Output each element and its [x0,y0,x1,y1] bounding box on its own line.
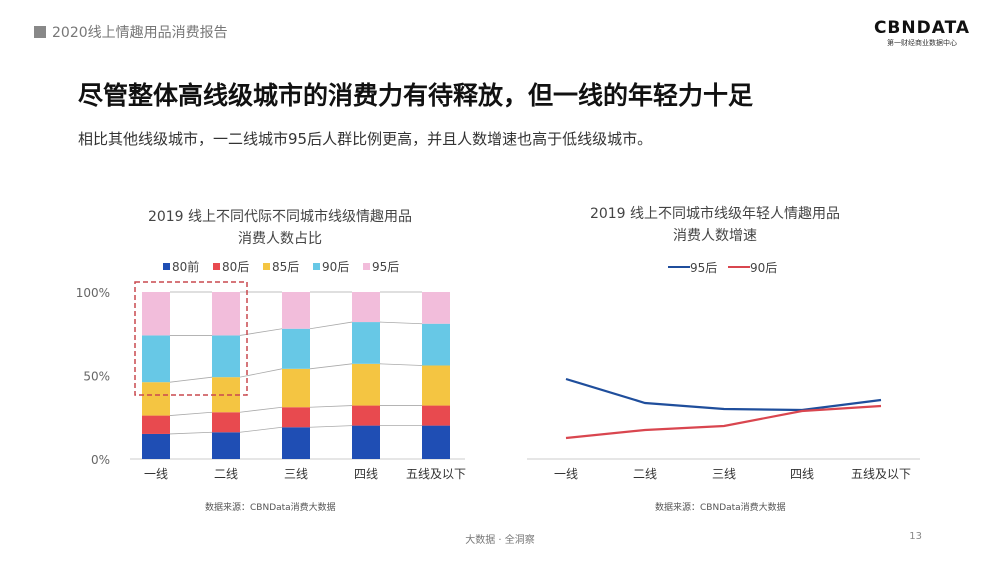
legend-label: 80前 [172,259,199,274]
x-tick-label: 四线 [354,467,378,481]
legend-swatch [263,263,270,270]
bar-segment-80后 [352,405,380,426]
logo: CBNDATA 第一财经商业数据中心 [874,18,970,48]
y-tick-label: 50% [83,370,110,384]
page-number: 13 [909,531,922,542]
connector-line [309,425,353,428]
report-header: 2020线上情趣用品消费报告 [34,22,228,42]
bar-segment-80后 [282,407,310,428]
left-source: 数据来源：CBNData消费大数据 [205,503,336,513]
bar-segment-80前 [142,433,170,459]
bar-segment-90后 [142,335,170,383]
bar-segment-80后 [422,405,450,426]
legend-label: 95后 [372,260,399,274]
x-tick-label: 五线及以下 [406,467,466,481]
connector-line [169,431,213,435]
highlight-box [134,281,248,396]
legend-label: 85后 [272,260,299,274]
bar-segment-80后 [142,415,170,434]
y-tick-label: 0% [91,453,110,467]
line-95后 [565,377,882,412]
x-tick-label: 二线 [214,467,238,481]
bar-segment-80前 [212,432,240,459]
legend-label: 95后 [690,261,717,275]
bar-segment-95后 [422,292,450,324]
title-line: 消费人数增速 [673,228,757,244]
legend-swatch [163,263,170,270]
bar-segment-90后 [282,328,310,369]
title-line: 消费人数占比 [238,231,322,247]
connector-line [379,363,423,366]
x-tick-label: 一线 [554,467,578,481]
bar-segment-95后 [142,292,170,336]
bar-segment-80前 [422,425,450,459]
connector-line [379,321,423,325]
bar-segment-80前 [282,427,310,459]
right-source: 数据来源：CBNData消费大数据 [655,503,786,513]
connector-line [309,363,353,370]
connector-line [239,426,283,433]
footer-text: 大数据 · 全洞察 [465,535,535,546]
left-chart-title: 2019 线上不同代际不同城市线级情趣用品 消费人数占比 [110,206,450,250]
bar-segment-85后 [352,363,380,406]
x-tick-label: 一线 [144,467,168,481]
right-chart-title: 2019 线上不同城市线级年轻人情趣用品 消费人数增速 [545,203,885,247]
bar-segment-95后 [282,292,310,329]
x-tick-label: 三线 [284,467,308,481]
x-tick-label: 四线 [790,467,814,481]
title-line: 2019 线上不同城市线级年轻人情趣用品 [589,206,841,222]
legend-label: 90后 [322,260,349,274]
x-tick-label: 五线及以下 [851,467,911,481]
bar-segment-95后 [212,292,240,336]
page-subtitle: 相比其他线级城市，一二线城市95后人群比例更高，并且人数增速也高于低线级城市。 [78,130,653,148]
logo-brand: CBNDATA [873,18,970,38]
bar-segment-90后 [212,335,240,378]
connector-line [239,406,283,413]
x-tick-label: 三线 [712,467,736,481]
bar-segment-90后 [352,322,380,364]
page-title: 尽管整体高线级城市的消费力有待释放，但一线的年轻力十足 [78,81,754,110]
bar-segment-85后 [422,365,450,406]
header-square-icon [34,26,46,38]
legend-swatch [313,263,320,270]
line-90后 [565,404,882,440]
connector-line [169,376,213,383]
connector-line [239,368,283,378]
connector-line [309,321,353,330]
bar-segment-85后 [142,382,170,416]
title-line: 2019 线上不同代际不同城市线级情趣用品 [147,209,413,225]
logo-tagline: 第一财经商业数据中心 [886,39,957,47]
legend-swatch [363,263,370,270]
bar-segment-90后 [422,323,450,366]
legend-swatch [213,263,220,270]
bar-segment-95后 [352,292,380,323]
y-tick-label: 100% [76,286,110,300]
x-tick-label: 二线 [633,467,657,481]
legend-label: 80后 [222,260,249,274]
legend-label: 90后 [750,261,777,275]
bar-segment-80前 [352,425,380,459]
bar-segment-85后 [282,368,310,408]
report-name: 2020线上情趣用品消费报告 [52,25,228,41]
connector-line [309,405,353,408]
connector-line [169,411,213,416]
bar-segment-80后 [212,412,240,433]
